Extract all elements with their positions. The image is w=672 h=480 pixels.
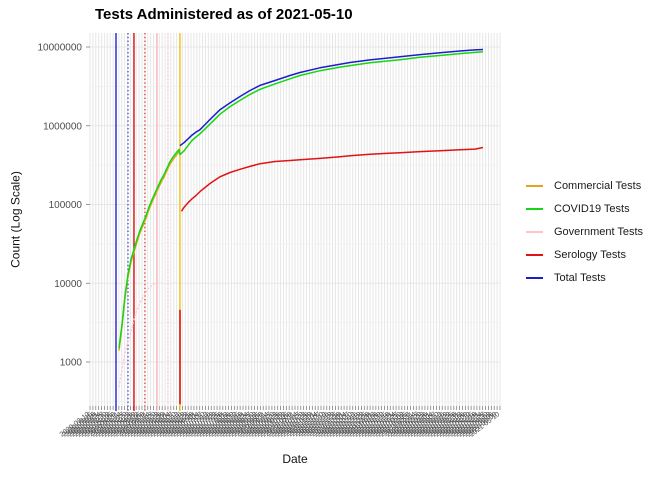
legend-label: Government Tests (554, 225, 644, 238)
legend-item: Government Tests (526, 220, 643, 243)
legend-key-line (526, 184, 543, 187)
legend-label: COVID19 Tests (554, 202, 630, 215)
legend-item: COVID19 Tests (526, 197, 643, 220)
series-line (118, 280, 159, 388)
series-line (180, 146, 484, 212)
legend-item: Commercial Tests (526, 174, 643, 197)
y-tick-label: 1000 (60, 358, 83, 369)
series-line (179, 48, 484, 147)
y-tick-label: 1000000 (43, 121, 82, 132)
legend-label: Total Tests (554, 271, 606, 284)
y-tick-label: 10000 (54, 279, 82, 290)
legend-key-line (526, 253, 543, 256)
y-axis-title: Count (Log Scale) (8, 171, 23, 268)
legend-label: Commercial Tests (554, 179, 642, 192)
legend-key-line (526, 276, 543, 279)
legend-key-line (526, 207, 543, 210)
series-line (118, 51, 484, 349)
legend: Commercial Tests COVID19 Tests Government … (526, 174, 643, 289)
legend-key-line (526, 230, 543, 233)
x-axis-title: Date (282, 452, 308, 466)
legend-item: Serology Tests (526, 243, 643, 266)
legend-item: Total Tests (526, 266, 643, 289)
y-tick-label: 10000000 (38, 43, 83, 54)
legend-label: Serology Tests (554, 248, 626, 261)
y-tick-label: 100000 (49, 200, 83, 211)
chart-title: Tests Administered as of 2021-05-10 (95, 6, 353, 23)
